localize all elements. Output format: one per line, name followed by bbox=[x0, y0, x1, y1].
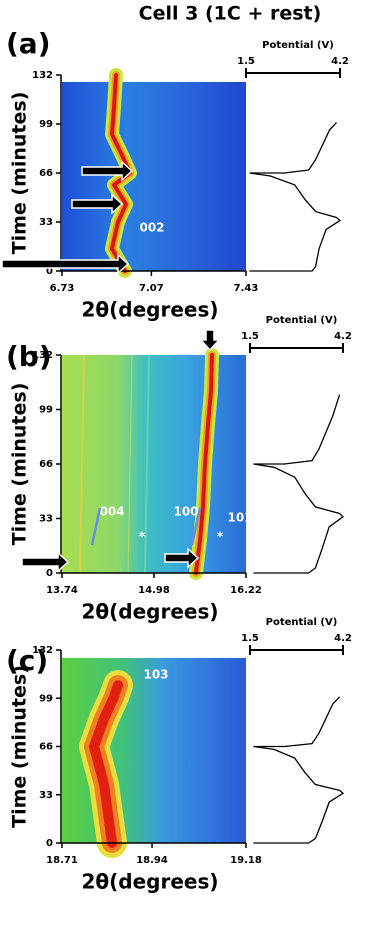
heatmap-ridge bbox=[194, 353, 214, 575]
annotation: * bbox=[139, 530, 146, 544]
panel-label: (b) bbox=[6, 340, 52, 373]
x-tick-label: 16.22 bbox=[230, 585, 262, 596]
heatmap-streak bbox=[144, 354, 150, 574]
potential-curve bbox=[249, 122, 342, 272]
y-axis-label: Time (minutes) bbox=[9, 383, 31, 546]
x-tick-label: 7.07 bbox=[139, 283, 164, 294]
x-tick-label: 18.94 bbox=[136, 855, 168, 866]
y-tick-label: 0 bbox=[46, 266, 53, 277]
y-tick-label: 99 bbox=[39, 405, 53, 416]
y-tick-label: 33 bbox=[39, 790, 53, 801]
potential-tick-label: 1.5 bbox=[241, 331, 259, 342]
heatmap-ridge bbox=[89, 680, 123, 848]
arrow bbox=[21, 551, 70, 573]
potential-tick-label: 4.2 bbox=[334, 331, 352, 342]
y-tick-label: 33 bbox=[39, 217, 53, 228]
x-tick-label: 14.98 bbox=[138, 585, 170, 596]
x-tick-label: 18.71 bbox=[46, 855, 78, 866]
y-tick-label: 99 bbox=[39, 119, 53, 130]
annotation: * bbox=[217, 530, 224, 544]
y-tick-label: 66 bbox=[39, 168, 53, 179]
arrow bbox=[164, 547, 200, 569]
panel-label: (a) bbox=[6, 27, 51, 60]
arrow bbox=[1, 253, 130, 275]
y-tick-label: 99 bbox=[39, 693, 53, 704]
x-tick-label: 19.18 bbox=[230, 855, 262, 866]
arrow bbox=[199, 329, 221, 352]
annotation: 100 bbox=[173, 505, 198, 519]
heatmap-streak bbox=[79, 354, 85, 574]
potential-tick-label: 1.5 bbox=[237, 56, 255, 67]
blue-arrows bbox=[90, 507, 202, 546]
x-tick-label: 13.74 bbox=[46, 585, 78, 596]
potential-tick-label: 1.5 bbox=[241, 633, 259, 644]
potential-title: Potential (V) bbox=[262, 40, 334, 51]
heatmap-streak bbox=[127, 354, 133, 574]
potential-title: Potential (V) bbox=[266, 315, 338, 326]
heatmap-image bbox=[62, 82, 246, 271]
annotation: 103 bbox=[143, 668, 168, 682]
y-tick-label: 0 bbox=[46, 568, 53, 579]
potential-curve bbox=[253, 394, 345, 574]
arrows bbox=[1, 160, 221, 573]
annotation: 101 bbox=[227, 511, 252, 525]
x-tick-label: 6.73 bbox=[50, 283, 75, 294]
potential-curve bbox=[253, 696, 345, 844]
potential-tick-label: 4.2 bbox=[331, 56, 349, 67]
panel-label: (c) bbox=[6, 644, 48, 677]
x-axis-label: 2θ(degrees) bbox=[81, 298, 218, 322]
arrow bbox=[71, 193, 124, 215]
y-axis-label: Time (minutes) bbox=[9, 665, 31, 828]
arrow bbox=[190, 507, 202, 546]
y-tick-label: 66 bbox=[39, 459, 53, 470]
figure-title: Cell 3 (1C + rest) bbox=[139, 3, 322, 25]
annotation: 004 bbox=[99, 505, 124, 519]
y-tick-label: 0 bbox=[46, 838, 53, 849]
y-tick-label: 132 bbox=[32, 645, 53, 656]
annotation: 002 bbox=[139, 221, 164, 235]
potential-title: Potential (V) bbox=[266, 617, 338, 628]
y-axis-label: Time (minutes) bbox=[9, 92, 31, 255]
x-axis-label: 2θ(degrees) bbox=[81, 870, 218, 894]
panels: 0 33 66 99 132 6.73 7.07 7.43 2θ(degrees) Time (m… bbox=[6, 27, 352, 894]
y-tick-label: 33 bbox=[39, 514, 53, 525]
potential-tick-label: 4.2 bbox=[334, 633, 352, 644]
arrow bbox=[81, 160, 134, 182]
y-tick-label: 132 bbox=[32, 70, 53, 81]
x-tick-label: 7.43 bbox=[234, 283, 259, 294]
x-axis-label: 2θ(degrees) bbox=[81, 600, 218, 624]
arrow bbox=[90, 507, 102, 546]
y-tick-label: 66 bbox=[39, 742, 53, 753]
y-tick-label: 132 bbox=[32, 350, 53, 361]
